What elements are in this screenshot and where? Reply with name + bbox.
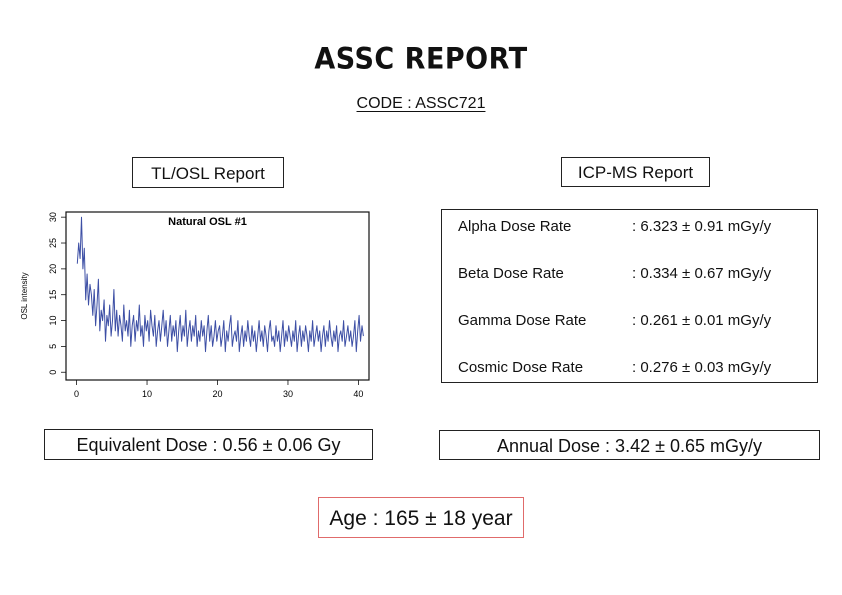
osl-series-line <box>76 216 364 353</box>
dose-value: : 0.276 ± 0.03 mGy/y <box>632 359 772 376</box>
age-result-box: Age : 165 ± 18 year <box>318 497 524 538</box>
dose-name: Alpha Dose Rate <box>458 218 572 235</box>
y-tick-label: 30 <box>48 212 58 222</box>
equivalent-dose-box: Equivalent Dose : 0.56 ± 0.06 Gy <box>44 429 373 460</box>
dose-name: Beta Dose Rate <box>458 265 564 282</box>
icp-ms-report-label: ICP-MS Report <box>561 157 710 187</box>
y-tick-label: 10 <box>48 316 58 326</box>
y-tick-label: 0 <box>48 370 58 375</box>
report-title: ASSC REPORT <box>314 42 528 77</box>
x-tick-label: 0 <box>74 389 79 399</box>
dose-value: : 0.261 ± 0.01 mGy/y <box>632 312 772 329</box>
dose-value: : 6.323 ± 0.91 mGy/y <box>632 218 772 235</box>
tl-osl-report-label: TL/OSL Report <box>132 157 284 188</box>
y-tick-label: 5 <box>48 344 58 349</box>
x-tick-label: 40 <box>353 389 363 399</box>
chart-title: Natural OSL #1 <box>168 216 247 228</box>
chart-ylabel: OSL intensity <box>20 272 29 319</box>
plot-frame <box>65 211 370 381</box>
dose-name: Cosmic Dose Rate <box>458 359 584 376</box>
icp-ms-dose-table: Alpha Dose Rate : 6.323 ± 0.91 mGy/y Bet… <box>441 209 818 383</box>
annual-dose-box: Annual Dose : 3.42 ± 0.65 mGy/y <box>439 430 820 460</box>
osl-chart: Natural OSL #1 OSL intensity 0 10 20 30 40 0… <box>20 211 370 399</box>
dose-name: Gamma Dose Rate <box>458 312 587 329</box>
y-tick-label: 15 <box>48 290 58 300</box>
y-tick-label: 25 <box>48 238 58 248</box>
dose-value: : 0.334 ± 0.67 mGy/y <box>632 265 772 282</box>
y-tick-label: 20 <box>48 264 58 274</box>
x-tick-label: 20 <box>212 389 222 399</box>
x-tick-label: 10 <box>142 389 152 399</box>
x-tick-label: 30 <box>283 389 293 399</box>
report-code: CODE : ASSC721 <box>356 95 486 112</box>
